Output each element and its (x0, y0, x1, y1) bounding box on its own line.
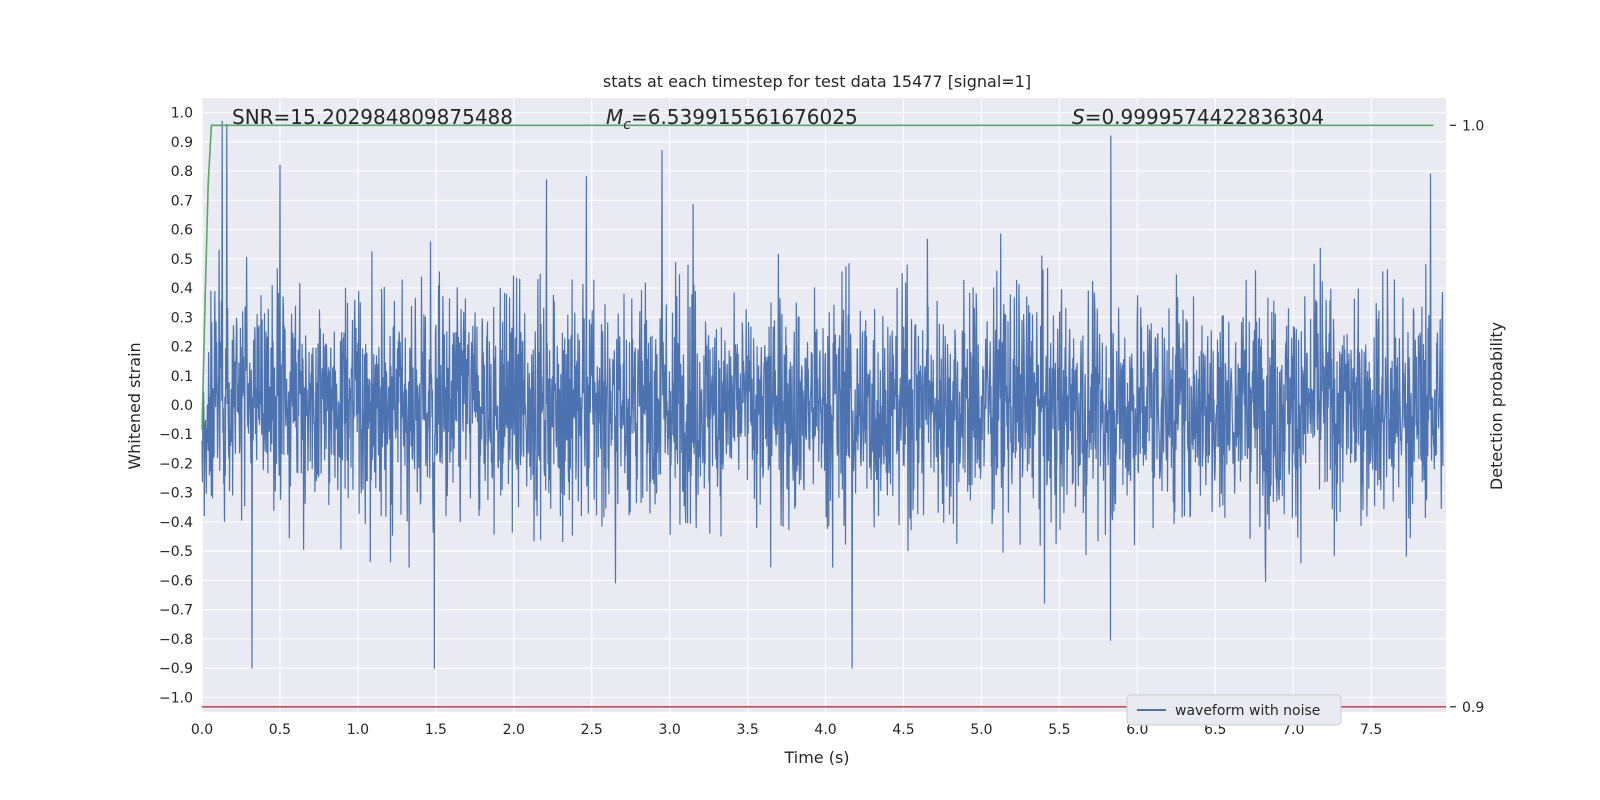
y-tick-label: −0.1 (159, 427, 193, 443)
x-tick-label: 0.5 (269, 722, 291, 738)
snr-annotation: SNR=15.202984809875488 (232, 105, 513, 129)
probability-series (201, 124, 1434, 430)
x-axis-label: Time (s) (783, 748, 849, 767)
x-ticks: 0.0 0.5 1.0 1.5 2.0 2.5 3.0 3.5 4.0 4.5 5.0 5.5 6.0 6… (191, 722, 1382, 738)
x-tick-label: 6.5 (1204, 722, 1226, 738)
legend-box (1126, 694, 1342, 726)
y-tick-label: 0.7 (171, 193, 193, 209)
x-tick-label: 3.5 (736, 722, 758, 738)
chirp-mass-symbol: M (606, 105, 623, 129)
y-tick-label: −0.3 (159, 486, 193, 502)
chirp-mass-subscript: c (623, 117, 631, 133)
x-tick-label: 5.5 (1048, 722, 1070, 738)
y-tick-label: 1.0 (171, 106, 193, 122)
y-tick-label: −0.6 (159, 573, 193, 589)
score-value: =0.9999574422836304 (1085, 105, 1324, 129)
x-tick-label: 7.5 (1360, 722, 1382, 738)
legend-label-waveform: waveform with noise (1175, 703, 1320, 719)
chirp-mass-value: =6.539915561676025 (631, 105, 858, 129)
y-tick-label: −0.8 (159, 632, 193, 648)
x-tick-label: 2.0 (503, 722, 525, 738)
y-tick-label: 0.0 (171, 398, 193, 414)
y-tick-label: 0.6 (171, 223, 193, 239)
waveform-line (201, 120, 1444, 669)
x-tick-label: 6.0 (1126, 722, 1148, 738)
score-symbol: S (1072, 105, 1085, 129)
y2-tick-label: 1.0 (1462, 118, 1484, 134)
legend: waveform with noise (1126, 694, 1342, 726)
waveform-series (201, 120, 1444, 669)
chart-title: stats at each timestep for test data 154… (603, 72, 1031, 91)
probability-line (201, 124, 1434, 430)
x-tick-label: 5.0 (970, 722, 992, 738)
y-tick-label: 0.8 (171, 164, 193, 180)
x-tick-label: 4.5 (892, 722, 914, 738)
y-tick-label: 0.9 (171, 135, 193, 151)
left-y-ticks: 1.0 0.9 0.8 0.7 0.6 0.5 0.4 0.3 0.2 0.1 0.0 −0.1 −0.… (159, 106, 193, 707)
x-tick-label: 4.0 (814, 722, 836, 738)
y-tick-label: −0.9 (159, 661, 193, 677)
y-tick-label: −0.7 (159, 603, 193, 619)
x-tick-label: 0.0 (191, 722, 213, 738)
y-tick-label: −0.4 (159, 515, 193, 531)
y-tick-label: 0.5 (171, 252, 193, 268)
y-axis-label: Whitened strain (125, 342, 144, 469)
x-tick-label: 1.5 (425, 722, 447, 738)
y-tick-label: −0.5 (159, 544, 193, 560)
y2-axis-label: Detection probability (1487, 322, 1506, 490)
y-tick-label: 0.3 (171, 310, 193, 326)
chirp-mass-annotation: Mc=6.539915561676025 (606, 105, 858, 133)
y-tick-label: −0.2 (159, 456, 193, 472)
x-tick-label: 7.0 (1282, 722, 1304, 738)
y-tick-label: −1.0 (159, 690, 193, 706)
y-tick-label: 0.2 (171, 340, 193, 356)
y-tick-label: 0.1 (171, 369, 193, 385)
y-tick-label: 0.4 (171, 281, 193, 297)
x-tick-label: 2.5 (581, 722, 603, 738)
x-tick-label: 1.0 (347, 722, 369, 738)
right-y-ticks: 1.0 0.9 (1450, 118, 1484, 716)
y2-tick-label: 0.9 (1462, 700, 1484, 716)
x-tick-label: 3.0 (659, 722, 681, 738)
score-annotation: S=0.9999574422836304 (1072, 105, 1324, 129)
